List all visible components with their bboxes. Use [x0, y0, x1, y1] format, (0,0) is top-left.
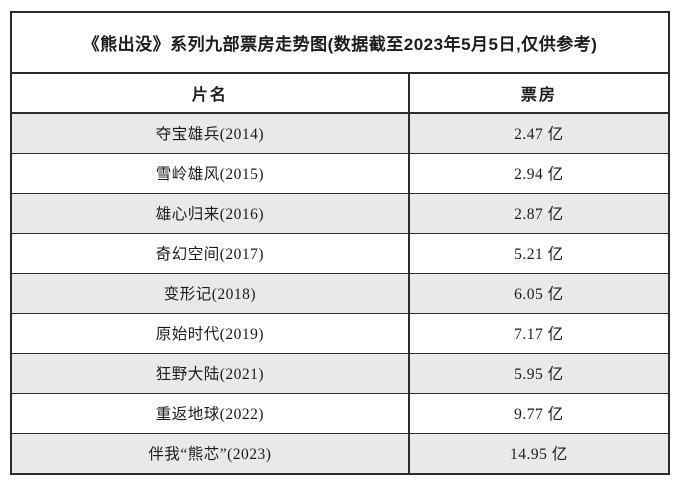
- table-title: 《熊出没》系列九部票房走势图(数据截至2023年5月5日,仅供参考): [12, 13, 668, 74]
- table-row: 夺宝雄兵(2014) 2.47 亿: [12, 112, 668, 153]
- box-office-cell: 5.21 亿: [408, 232, 668, 273]
- data-table: 片名 票房 夺宝雄兵(2014) 2.47 亿雪岭雄风(2015) 2.94 亿雄心…: [12, 74, 668, 473]
- table-row: 伴我“熊芯”(2023) 14.95 亿: [12, 432, 668, 473]
- box-office-cell: 14.95 亿: [408, 432, 668, 473]
- table-row: 变形记(2018) 6.05 亿: [12, 272, 668, 313]
- table-row: 雪岭雄风(2015) 2.94 亿: [12, 152, 668, 193]
- column-header-film: 片名: [12, 74, 410, 114]
- film-name-cell: 雪岭雄风(2015): [12, 152, 410, 193]
- table-row: 狂野大陆(2021) 5.95 亿: [12, 352, 668, 393]
- film-name-cell: 夺宝雄兵(2014): [12, 112, 410, 153]
- film-name-cell: 雄心归来(2016): [12, 192, 410, 233]
- box-office-cell: 2.47 亿: [408, 112, 668, 153]
- box-office-cell: 5.95 亿: [408, 352, 668, 393]
- box-office-cell: 2.94 亿: [408, 152, 668, 193]
- film-name-cell: 伴我“熊芯”(2023): [12, 432, 410, 473]
- box-office-table: 《熊出没》系列九部票房走势图(数据截至2023年5月5日,仅供参考) 片名 票房…: [10, 11, 670, 475]
- table-row: 奇幻空间(2017) 5.21 亿: [12, 232, 668, 273]
- box-office-cell: 6.05 亿: [408, 272, 668, 313]
- box-office-cell: 2.87 亿: [408, 192, 668, 233]
- table-row: 重返地球(2022) 9.77 亿: [12, 392, 668, 433]
- film-name-cell: 狂野大陆(2021): [12, 352, 410, 393]
- film-name-cell: 奇幻空间(2017): [12, 232, 410, 273]
- box-office-cell: 9.77 亿: [408, 392, 668, 433]
- film-name-cell: 原始时代(2019): [12, 312, 410, 353]
- header-row: 片名 票房: [12, 74, 668, 114]
- film-name-cell: 变形记(2018): [12, 272, 410, 313]
- box-office-cell: 7.17 亿: [408, 312, 668, 353]
- table-row: 原始时代(2019) 7.17 亿: [12, 312, 668, 353]
- table-body: 夺宝雄兵(2014) 2.47 亿雪岭雄风(2015) 2.94 亿雄心归来(201…: [12, 112, 668, 473]
- table-row: 雄心归来(2016) 2.87 亿: [12, 192, 668, 233]
- column-header-boxoffice: 票房: [408, 74, 668, 114]
- film-name-cell: 重返地球(2022): [12, 392, 410, 433]
